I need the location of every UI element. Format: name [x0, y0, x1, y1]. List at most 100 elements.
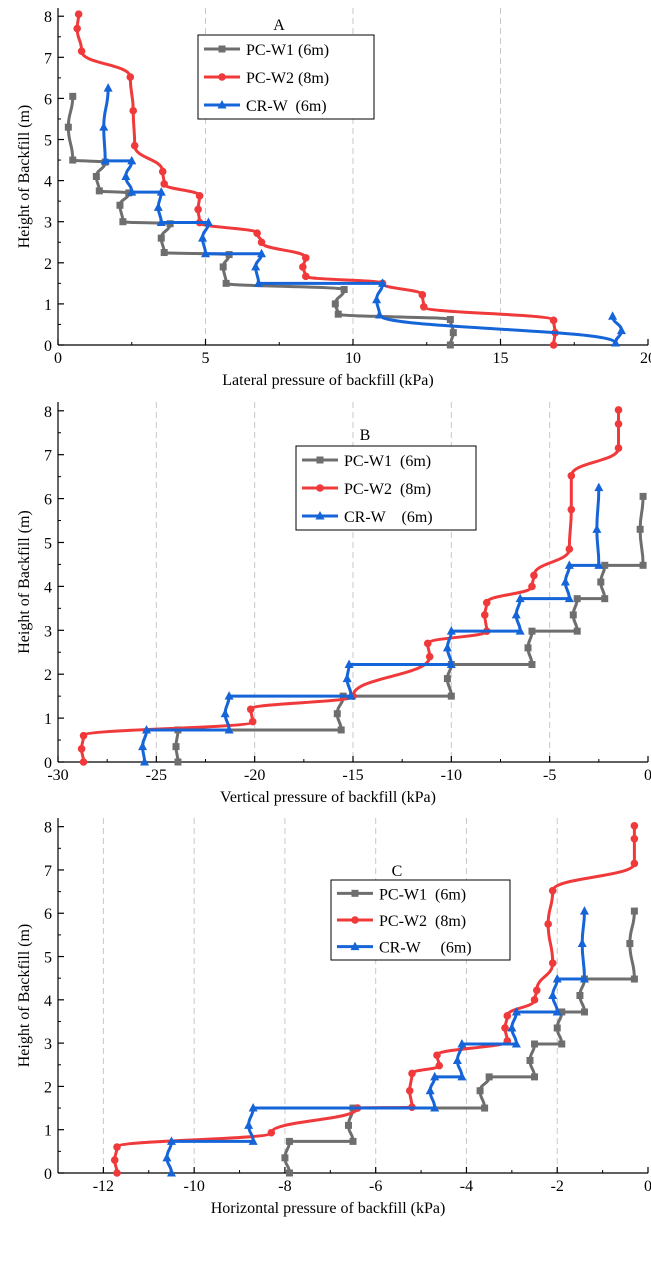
x-tick-label: 0	[54, 350, 62, 367]
y-axis-title: Height of Backfill (m)	[16, 924, 33, 1068]
data-point-cr-w	[511, 609, 521, 619]
data-point-pc-w1	[597, 578, 605, 586]
data-point-cr-w	[346, 691, 356, 700]
data-point-cr-w	[548, 990, 558, 999]
data-point-cr-w	[594, 482, 604, 492]
data-point-cr-w	[594, 560, 604, 569]
chart-panel-b: -30 -25 -20 -15 -10 -5 0 0 1 2 3 4 5 6 7 8 Vertical pres…	[16, 402, 651, 806]
data-point-pc-w1	[601, 561, 609, 569]
data-point-cr-w	[220, 708, 230, 718]
data-point-pc-w1	[476, 1087, 484, 1095]
data-point-cr-w	[592, 524, 602, 533]
data-point-pc-w1	[285, 1169, 293, 1177]
y-tick-label: 1	[44, 711, 52, 728]
data-point-pc-w1	[526, 1056, 534, 1064]
data-point-pc-w1	[573, 595, 581, 603]
data-point-pc-w2	[130, 141, 139, 150]
x-axis-title: Vertical pressure of backfill (kPa)	[220, 789, 436, 806]
data-point-pc-w2	[433, 1051, 441, 1060]
y-tick-label: 1	[44, 1123, 52, 1140]
data-point-cr-w	[577, 938, 587, 948]
data-point-pc-w2	[408, 1069, 416, 1078]
legend-swatch-marker	[218, 73, 226, 81]
x-axis-title: Horizontal pressure of backfill (kPa)	[211, 1200, 446, 1217]
data-point-cr-w	[579, 906, 589, 915]
data-point-cr-w	[203, 217, 213, 227]
data-point-pc-w2	[405, 1086, 414, 1095]
x-tick-label: -8	[278, 1178, 291, 1195]
y-tick-label: 3	[44, 1036, 52, 1053]
y-axis-title: Height of Backfill (m)	[16, 105, 33, 249]
legend-label: PC-W2 (8m)	[344, 481, 431, 498]
data-point-cr-w	[430, 1071, 440, 1081]
y-tick-label: 5	[44, 950, 52, 967]
data-point-cr-w	[248, 1136, 258, 1145]
data-point-pc-w1	[285, 1137, 293, 1145]
legend: PC-W1 (6m) PC-W2 (8m) CR-W (6m)	[330, 879, 511, 961]
data-point-pc-w2	[549, 316, 558, 325]
legend-swatch-marker	[351, 916, 359, 924]
series-line-cr-w	[141, 487, 601, 763]
data-point-cr-w	[153, 202, 163, 211]
data-point-pc-w1	[331, 300, 339, 308]
data-point-pc-w2	[614, 406, 623, 414]
data-point-pc-w1	[481, 1104, 489, 1112]
x-tick-label: -6	[369, 1178, 382, 1195]
x-tick-label: 20	[640, 350, 651, 367]
data-point-cr-w	[425, 1085, 435, 1095]
data-point-pc-w1	[446, 341, 454, 349]
x-tick-label: -2	[551, 1178, 564, 1195]
data-point-pc-w2	[420, 302, 428, 311]
data-point-cr-w	[103, 83, 113, 92]
data-point-cr-w	[375, 309, 385, 319]
data-point-cr-w	[511, 1006, 521, 1016]
data-point-pc-w2	[299, 263, 307, 271]
chart-panel-c: -12 -10 -8 -6 -4 -2 0 0 1 2 3 4 5 6 7 8 Horizontal press…	[16, 818, 651, 1217]
data-point-pc-w1	[626, 940, 634, 948]
data-point-cr-w	[162, 1152, 172, 1162]
data-point-cr-w	[156, 217, 166, 227]
x-tick-label: -4	[460, 1178, 473, 1195]
x-tick-label: -15	[342, 767, 363, 784]
data-point-pc-w2	[110, 1156, 119, 1164]
data-point-cr-w	[611, 337, 621, 347]
data-point-cr-w	[248, 1103, 258, 1112]
data-point-cr-w	[452, 1055, 462, 1064]
data-point-pc-w2	[528, 582, 536, 591]
data-point-pc-w1	[449, 329, 457, 337]
data-point-pc-w2	[567, 505, 576, 514]
data-point-cr-w	[616, 325, 626, 335]
data-point-cr-w	[198, 233, 208, 242]
data-point-cr-w	[166, 1136, 176, 1145]
data-point-pc-w2	[113, 1143, 121, 1151]
data-point-pc-w2	[630, 821, 639, 830]
data-point-pc-w2	[530, 996, 539, 1004]
data-point-pc-w1	[349, 1137, 357, 1145]
y-tick-label: 6	[44, 906, 52, 923]
x-tick-label: -10	[183, 1178, 204, 1195]
data-point-pc-w2	[530, 571, 538, 580]
data-point-pc-w2	[257, 238, 266, 247]
data-point-pc-w1	[92, 173, 100, 180]
series-pc-w2	[73, 10, 559, 349]
data-point-cr-w	[515, 593, 525, 603]
y-tick-label: 7	[44, 863, 52, 880]
data-point-cr-w	[224, 724, 234, 734]
y-tick-label: 3	[44, 215, 52, 232]
x-tick-label: -20	[244, 767, 265, 784]
data-point-cr-w	[378, 278, 387, 287]
y-tick-label: 2	[44, 256, 52, 273]
legend-label: CR-W (6m)	[246, 98, 327, 115]
y-tick-label: 7	[44, 448, 52, 465]
data-point-cr-w	[552, 1006, 562, 1016]
data-point-pc-w1	[172, 743, 180, 751]
x-tick-label: -5	[543, 767, 556, 784]
data-point-pc-w2	[158, 167, 167, 176]
y-tick-label: 4	[44, 174, 52, 191]
data-point-pc-w2	[548, 886, 557, 895]
x-tick-label: 0	[644, 1178, 651, 1195]
y-tick-label: 7	[44, 50, 52, 67]
data-point-cr-w	[140, 757, 150, 766]
y-tick-label: 6	[44, 91, 52, 108]
data-point-cr-w	[442, 642, 452, 652]
